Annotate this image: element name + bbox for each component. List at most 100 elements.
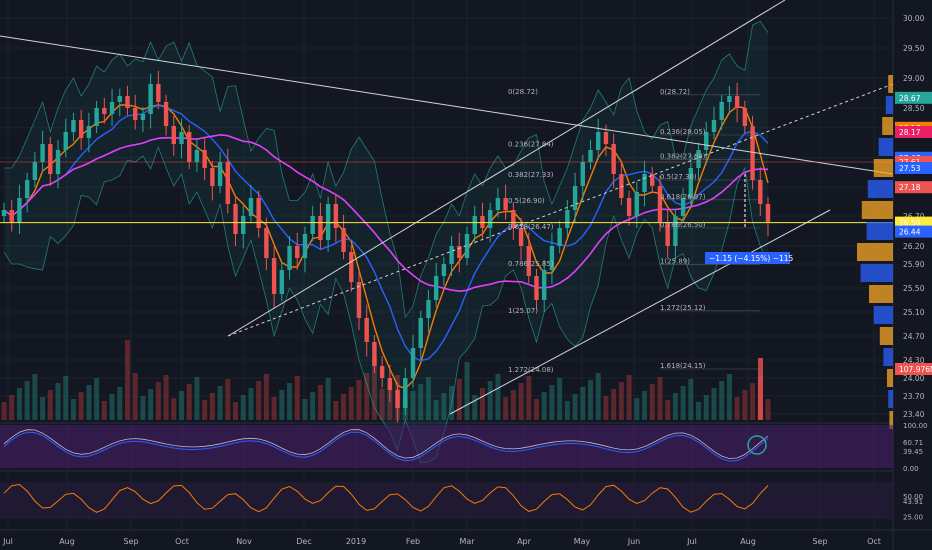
price-badge <box>895 126 932 138</box>
volume-bar <box>557 378 563 420</box>
price-badge <box>895 181 932 194</box>
candle <box>71 120 76 132</box>
volume-bar <box>688 379 694 420</box>
volume-bar <box>549 385 555 420</box>
volume-profile-bar <box>882 117 893 135</box>
candle <box>156 84 161 102</box>
volume-bar <box>634 398 640 420</box>
candle <box>310 216 315 234</box>
fib-label: 0.5(26.90) <box>508 197 545 205</box>
volume-bar <box>371 356 377 420</box>
fib-label: 1.618(24.15) <box>660 362 706 370</box>
time-tick-label: Jul <box>686 537 697 546</box>
candle <box>542 270 547 300</box>
candle <box>387 378 393 390</box>
time-tick-label: Aug <box>59 537 75 546</box>
candle <box>279 270 285 294</box>
candle <box>588 150 593 162</box>
time-tick-label: May <box>574 537 591 546</box>
candle <box>241 216 246 234</box>
volume-bar <box>479 388 485 420</box>
time-tick-label: Sep <box>812 537 827 546</box>
candle <box>511 210 516 228</box>
candle <box>611 144 616 174</box>
time-tick-label: Mar <box>459 537 475 546</box>
price-tick-label: 24.00 <box>903 374 925 383</box>
candle <box>642 174 647 192</box>
volume-profile-bar <box>860 264 893 282</box>
time-tick-label: Jul <box>2 537 13 546</box>
highlight-circle <box>747 435 767 455</box>
volume-bar <box>101 401 107 420</box>
candle <box>503 198 508 210</box>
rsi-tick-label: 100.00 <box>903 422 928 430</box>
volume-bars <box>1 340 771 420</box>
price-badge <box>895 225 932 238</box>
trendline-resistance <box>0 35 894 175</box>
volume-bar <box>541 392 547 420</box>
volume-bar <box>618 382 624 420</box>
time-tick-label: Oct <box>175 537 189 546</box>
candle <box>534 276 539 300</box>
candle <box>765 204 771 222</box>
candle <box>295 246 300 258</box>
candle <box>125 96 130 108</box>
volume-bar <box>487 381 493 420</box>
ma-fast-line <box>3 104 769 390</box>
candle <box>580 162 585 186</box>
candle <box>410 348 416 378</box>
candle <box>495 198 501 210</box>
candle <box>626 198 632 216</box>
candle <box>117 96 122 102</box>
candle <box>171 126 176 144</box>
price-tick-label: 28.50 <box>903 104 925 113</box>
rsi-line <box>3 431 769 462</box>
candle <box>665 222 670 246</box>
band-fill <box>4 21 768 463</box>
volume-profile-bar <box>873 306 893 324</box>
volume-bar <box>186 384 192 420</box>
annotations: −1.15 (−4.15%) −115 <box>705 174 794 455</box>
volume-bar <box>63 376 69 420</box>
candles <box>1 70 771 423</box>
price-tick-label: 26.70 <box>903 212 925 221</box>
candle <box>248 198 254 216</box>
candle <box>179 132 184 144</box>
candle <box>704 132 709 150</box>
volume-bar <box>696 402 702 420</box>
volume-bar <box>325 378 331 420</box>
volume-bar <box>456 379 462 420</box>
time-tick-label: Nov <box>236 537 252 546</box>
volume-bar <box>341 394 347 420</box>
volume-bar <box>109 394 115 420</box>
fib-label: 1.272(24.08) <box>508 366 554 374</box>
volume-profile-bar <box>888 75 893 93</box>
volume-bar <box>194 377 200 420</box>
candle <box>711 120 717 132</box>
stoch-tick-label: 50.00 <box>903 493 923 501</box>
volume-bar <box>78 392 84 420</box>
volume-bar <box>603 396 609 420</box>
candle <box>102 108 107 114</box>
candle <box>148 84 153 114</box>
volume-bar <box>348 387 354 420</box>
price-badge <box>895 162 932 174</box>
time-tick-label: Apr <box>517 537 532 546</box>
volume-profile <box>857 75 893 429</box>
price-badge-label: 28.17 <box>899 128 921 137</box>
candle <box>109 102 115 114</box>
candle <box>634 192 640 216</box>
volume-bar <box>518 383 524 420</box>
rsi-tick-label: 60.71 <box>903 439 923 447</box>
price-axis: 30.0029.5029.0028.5028.1727.6727.1826.70… <box>895 14 932 419</box>
candle <box>727 96 732 102</box>
candle <box>271 258 277 294</box>
volume-bar <box>32 374 38 420</box>
volume-bar <box>472 395 478 420</box>
candle <box>63 132 68 150</box>
candle <box>395 390 400 408</box>
candle <box>472 216 477 234</box>
volume-bar <box>464 362 470 420</box>
